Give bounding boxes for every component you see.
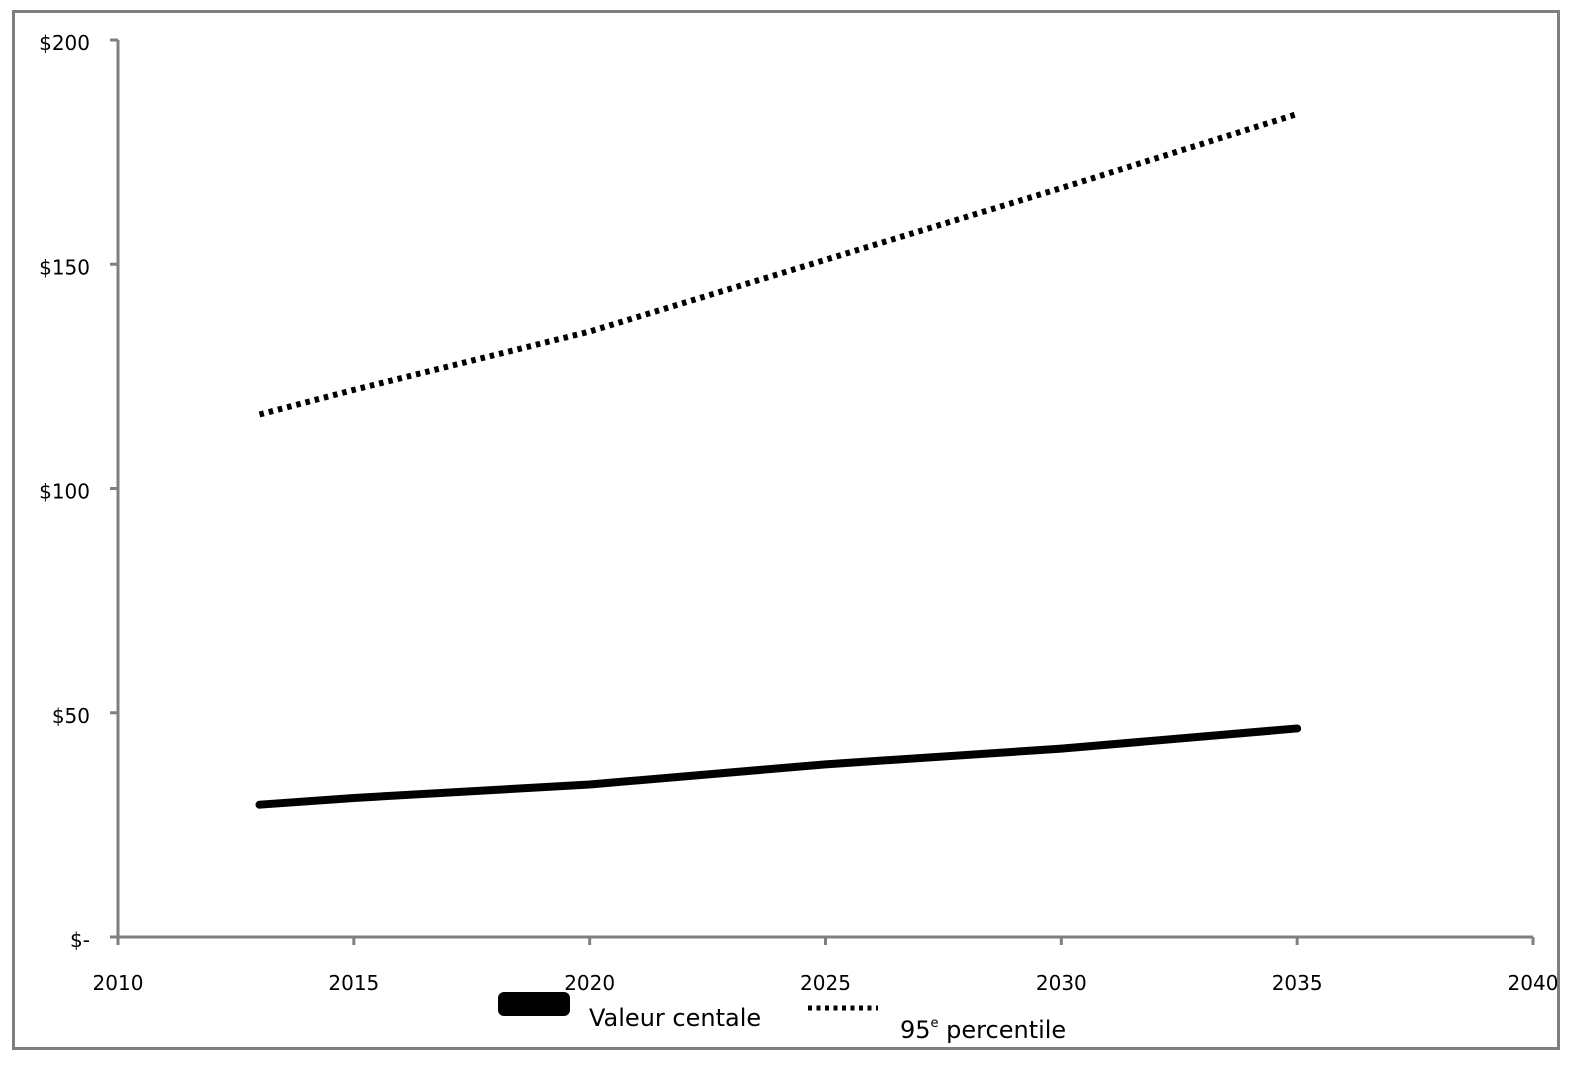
- y-tick-label: $200: [39, 31, 90, 55]
- y-axis-ticks: $- $50 $100 $150 $200: [39, 31, 118, 952]
- legend-label-valeur-centale: Valeur centale: [589, 1004, 761, 1032]
- y-tick-label: $50: [52, 704, 90, 728]
- y-tick-label: $150: [39, 255, 90, 279]
- y-tick-label: $100: [39, 480, 90, 504]
- x-tick-label: 2035: [1272, 971, 1323, 995]
- legend-label-95e-percentile: 95e percentile: [900, 1016, 1066, 1044]
- x-tick-label: 2040: [1508, 971, 1559, 995]
- x-tick-label: 2025: [800, 971, 851, 995]
- chart-frame: [12, 10, 1560, 1050]
- legend-label-suffix: percentile: [939, 1016, 1067, 1044]
- x-tick-label: 2010: [93, 971, 144, 995]
- legend-label-superscript: e: [931, 1016, 939, 1031]
- legend: Valeur centale 95e percentile: [498, 992, 1066, 1044]
- series-layer: [255, 111, 1302, 809]
- x-tick-label: 2030: [1036, 971, 1087, 995]
- x-axis-ticks: 2010 2015 2020 2025 2030 2035 2040: [93, 937, 1559, 995]
- y-tick-label: $-: [70, 928, 90, 952]
- legend-label-number: 95: [900, 1016, 931, 1044]
- x-tick-label: 2020: [564, 971, 615, 995]
- legend-swatch-solid: [498, 992, 570, 1016]
- series-line-95e-percentile: [258, 111, 1299, 418]
- series-line-valeur-centale: [255, 724, 1302, 809]
- x-tick-label: 2015: [328, 971, 379, 995]
